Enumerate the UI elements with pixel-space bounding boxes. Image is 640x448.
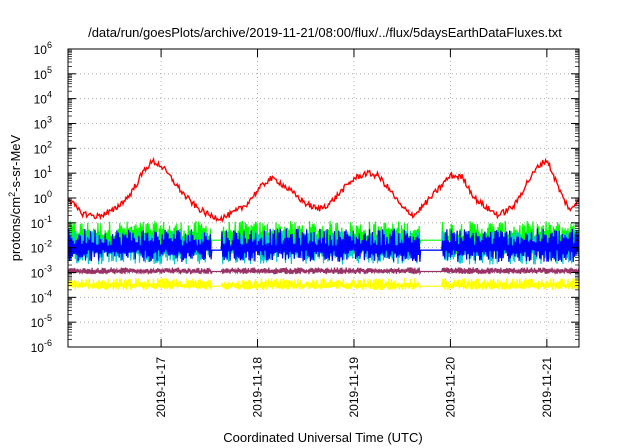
gridlines (68, 49, 579, 347)
y-axis: 10-6 10-5 10-4 10-3 10-2 10-1 100 101 102 103 104 1… (31, 40, 579, 355)
series-line-band-5 (67, 277, 580, 291)
chart-title: /data/run/goesPlots/archive/2019-11-21/0… (88, 25, 562, 40)
y-tick-label: 106 (34, 40, 52, 57)
y-tick-label: 10-3 (31, 264, 52, 281)
x-tick-label: 2019-11-20 (443, 357, 457, 418)
x-tick-label: 2019-11-19 (347, 357, 361, 418)
x-axis-label: Coordinated Universal Time (UTC) (223, 430, 422, 445)
x-tick-label: 2019-11-18 (251, 357, 265, 418)
y-tick-label: 104 (34, 90, 52, 107)
y-tick-label: 101 (34, 164, 52, 181)
y-tick-label: 10-6 (31, 338, 52, 355)
y-tick-label: 10-5 (31, 313, 52, 330)
y-tick-label: 103 (34, 115, 52, 132)
plot-series (67, 156, 580, 291)
y-tick-label: 10-1 (31, 214, 52, 231)
x-tick-label: 2019-11-21 (540, 357, 554, 418)
y-tick-label: 105 (34, 65, 52, 82)
y-axis-label-exponent: 2 (7, 192, 17, 197)
y-axis-label: protons/cm2-s-sr-MeV (7, 134, 23, 261)
y-tick-label: 10-4 (31, 288, 52, 305)
y-axis-label-unit: protons/cm (8, 197, 23, 261)
series-line-main (67, 156, 580, 224)
y-tick-label: 102 (34, 139, 52, 156)
series-line-band-3 (67, 228, 580, 263)
series-line-band-4 (67, 266, 580, 276)
y-tick-label: 100 (34, 189, 52, 206)
x-axis: 2019-11-17 2019-11-18 2019-11-19 2019-11-20… (154, 49, 554, 418)
y-axis-label-rest: -s-sr-MeV (8, 134, 23, 191)
x-tick-label: 2019-11-17 (154, 357, 168, 418)
y-tick-label: 10-2 (31, 239, 52, 256)
